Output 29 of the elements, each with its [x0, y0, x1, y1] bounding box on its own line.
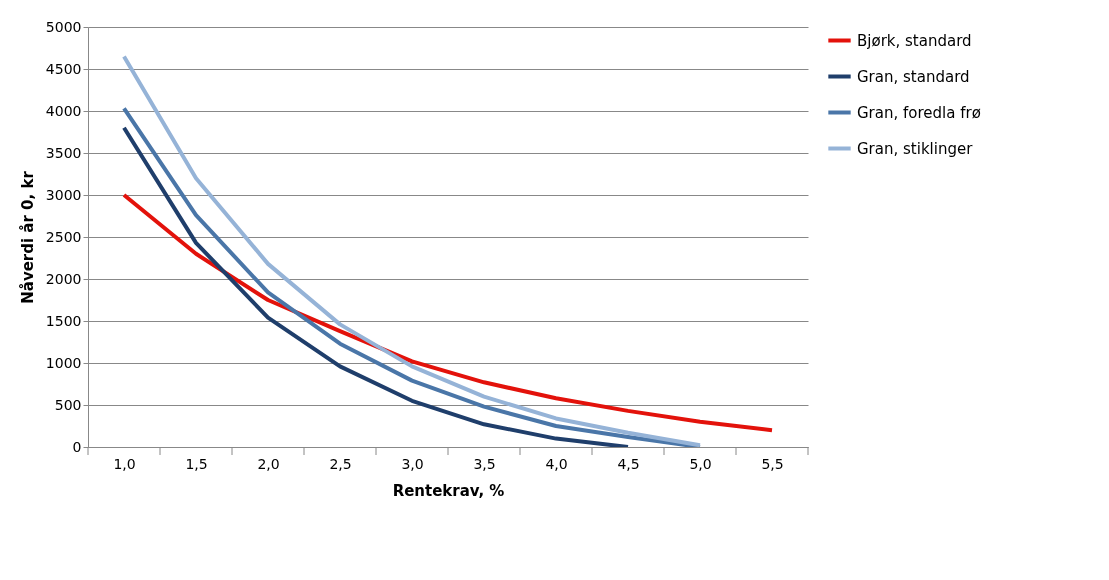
x-tick-label: 1,5 — [185, 455, 208, 472]
y-tick-label: 1000 — [45, 354, 82, 371]
y-tick-label: 0 — [72, 438, 82, 455]
x-tick-label: 4,0 — [545, 455, 568, 472]
legend-label: Gran, standard — [857, 67, 970, 86]
y-tick-label: 2500 — [45, 228, 82, 245]
y-tick-label: 3000 — [45, 186, 82, 203]
x-tick-label: 5,5 — [761, 455, 784, 472]
y-tick-label: 4000 — [45, 102, 82, 119]
line-series — [122, 193, 774, 433]
x-tick-label: 3,0 — [401, 455, 424, 472]
y-tick-label: 3500 — [45, 144, 82, 161]
x-tick-label: 4,5 — [617, 455, 640, 472]
x-tick-label: 5,0 — [689, 455, 712, 472]
line-series — [122, 125, 630, 447]
y-tick-label: 2000 — [45, 270, 82, 287]
y-tick-label: 4500 — [45, 60, 82, 77]
y-tick-label: 5000 — [45, 18, 82, 35]
legend-label: Gran, stiklinger — [857, 139, 974, 158]
x-tick-label: 3,5 — [473, 455, 496, 472]
x-tick-label: 2,5 — [329, 455, 352, 472]
legend-label: Gran, foredla frø — [857, 103, 981, 122]
x-tick-label: 1,0 — [113, 455, 136, 472]
y-tick-label: 500 — [54, 396, 82, 413]
x-axis-title: Rentekrav, % — [392, 481, 505, 500]
x-tick-label: 2,0 — [257, 455, 280, 472]
y-tick-label: 1500 — [45, 312, 82, 329]
y-axis-title: Nåverdi år 0, kr — [18, 170, 37, 304]
legend-label: Bjørk, standard — [857, 31, 972, 50]
